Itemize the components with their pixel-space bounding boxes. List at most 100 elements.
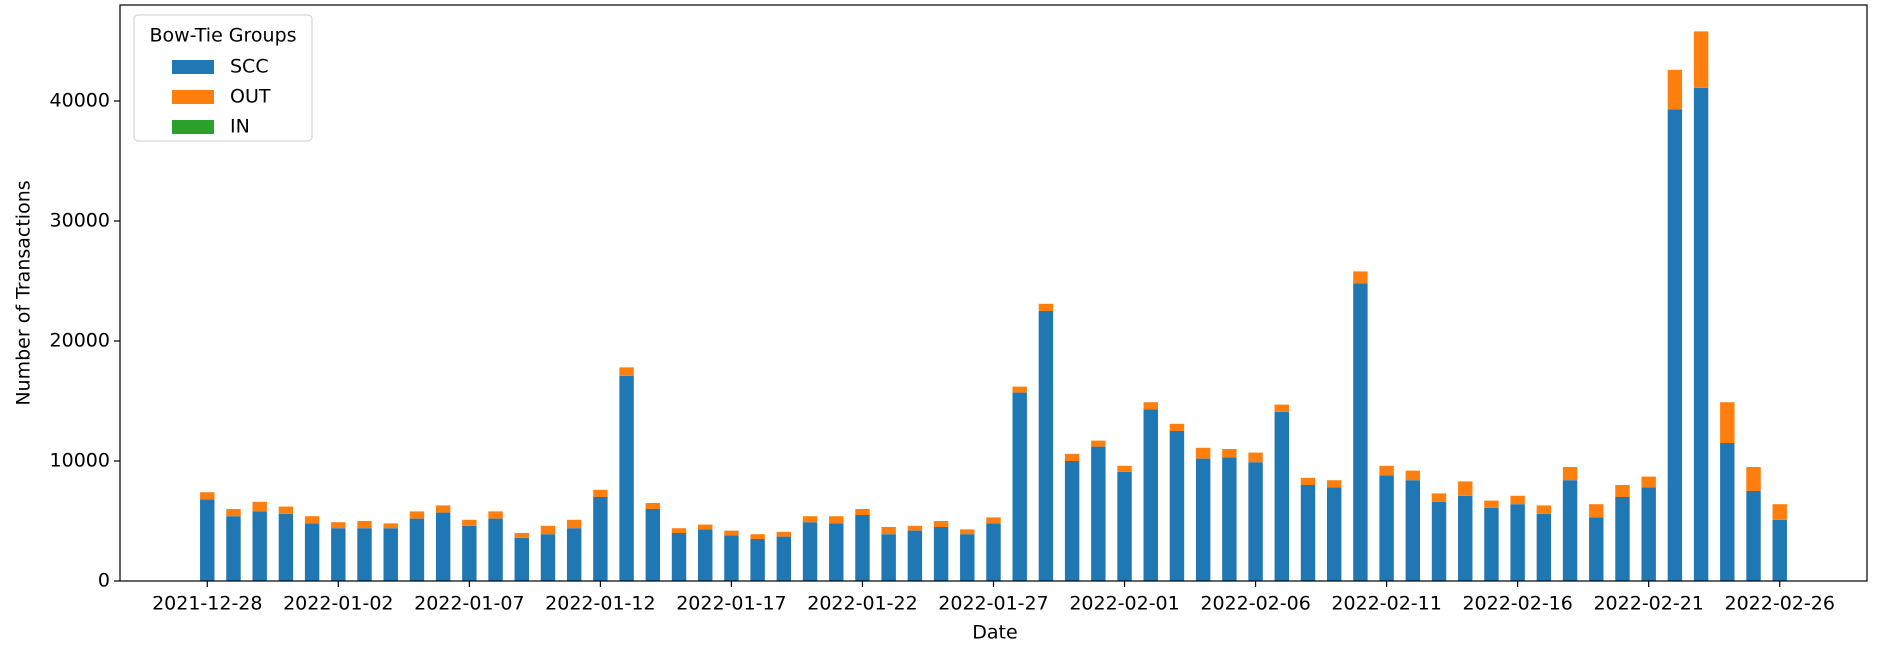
bar-segment	[593, 497, 608, 581]
bar-segment	[1143, 402, 1158, 410]
x-tick-label: 2022-01-22	[807, 593, 917, 615]
x-axis-label: Date	[972, 622, 1017, 644]
bar-segment	[462, 519, 477, 526]
bar-segment	[1405, 480, 1421, 581]
bar-segment	[802, 522, 818, 581]
bar-segment	[435, 505, 451, 513]
bar-segment	[383, 523, 398, 529]
bar-segment	[1720, 402, 1735, 443]
bar-segment	[619, 375, 634, 581]
bar-segment	[1064, 453, 1080, 461]
bar-segment	[960, 534, 975, 581]
y-tick-label: 30000	[50, 210, 110, 232]
bar-segment	[1326, 487, 1342, 581]
bar-segment	[1510, 504, 1525, 581]
bar-segment	[278, 506, 294, 514]
bar-segment	[855, 515, 870, 581]
x-tick-label: 2021-12-28	[152, 593, 262, 615]
bar-segment	[226, 516, 241, 581]
bar-segment	[357, 528, 372, 581]
y-tick-label: 20000	[50, 330, 110, 352]
y-tick-label: 40000	[50, 90, 110, 112]
bar-segment	[1693, 31, 1709, 88]
x-tick-label: 2022-02-11	[1331, 593, 1441, 615]
bar-segment	[1589, 504, 1604, 518]
bar-segment	[1274, 404, 1289, 412]
x-tick-label: 2022-02-16	[1462, 593, 1572, 615]
bar-segment	[986, 517, 1001, 524]
legend-label: IN	[230, 116, 250, 138]
bar-segment	[645, 503, 661, 509]
bar-segment	[226, 509, 241, 517]
bar-segment	[566, 528, 582, 581]
bar-segment	[409, 518, 425, 581]
bar-segment	[1222, 457, 1237, 581]
bar-segment	[1169, 431, 1185, 581]
plot-frame	[119, 4, 1868, 582]
bar-segment	[1641, 476, 1656, 488]
bar-segment	[1091, 446, 1106, 581]
x-tick-label: 2022-01-02	[283, 593, 393, 615]
bar-segment	[829, 516, 844, 524]
bar-segment	[1326, 480, 1342, 488]
bar-segment	[1667, 109, 1683, 582]
bar-segment	[1117, 465, 1132, 472]
bar-segment	[200, 492, 215, 500]
bar-segment	[1195, 458, 1211, 581]
legend-swatch	[172, 120, 214, 134]
bar-segment	[462, 525, 477, 581]
bar-segment	[1720, 443, 1735, 581]
bar-segment	[357, 521, 372, 529]
bar-segment	[540, 525, 556, 535]
x-tick-label: 2022-02-21	[1593, 593, 1703, 615]
bar-segment	[1615, 497, 1630, 581]
bar-segment	[1615, 485, 1630, 497]
bar-segment	[671, 533, 687, 581]
bar-segment	[1091, 440, 1106, 447]
x-tick-label: 2022-01-12	[545, 593, 655, 615]
bar-segment	[724, 535, 739, 581]
y-axis-label: Number of Transactions	[13, 180, 35, 405]
bar-segment	[802, 516, 818, 523]
bar-segment	[750, 534, 765, 539]
x-tick-label: 2022-02-06	[1200, 593, 1310, 615]
bar-segment	[566, 519, 582, 529]
bar-segment	[278, 513, 294, 581]
bar-segment	[1379, 475, 1394, 581]
bar-segment	[1641, 487, 1656, 581]
bar-segment	[1589, 517, 1604, 581]
bar-segment	[1693, 87, 1709, 582]
bar-segment	[200, 499, 215, 581]
bar-segment	[1222, 449, 1237, 458]
bar-segment	[488, 511, 503, 519]
bar-segment	[435, 512, 451, 581]
bar-segment	[698, 524, 713, 530]
bar-segment	[1038, 311, 1054, 581]
legend-swatch	[172, 60, 214, 74]
bar-segment	[1405, 470, 1421, 481]
bar-segment	[933, 521, 949, 527]
bar-segment	[304, 516, 320, 524]
bar-segment	[540, 534, 556, 581]
bar-segment	[1117, 471, 1132, 581]
bar-segment	[907, 525, 923, 531]
legend-label: SCC	[230, 56, 269, 78]
bar-segment	[304, 523, 320, 581]
bar-segment	[724, 530, 739, 536]
bar-segment	[1012, 386, 1027, 393]
bar-segment	[1274, 411, 1289, 581]
bar-segment	[331, 528, 346, 581]
bar-segment	[776, 536, 792, 581]
bar-segment	[1458, 481, 1473, 496]
bar-segment	[514, 537, 529, 581]
bar-segment	[1484, 507, 1499, 581]
legend-title: Bow-Tie Groups	[149, 25, 296, 47]
bar-segment	[933, 527, 949, 581]
bar-segment	[881, 527, 896, 535]
bar-segment	[1300, 485, 1316, 581]
bar-segment	[1431, 493, 1447, 502]
bar-segment	[645, 509, 661, 581]
bar-segment	[409, 511, 425, 519]
